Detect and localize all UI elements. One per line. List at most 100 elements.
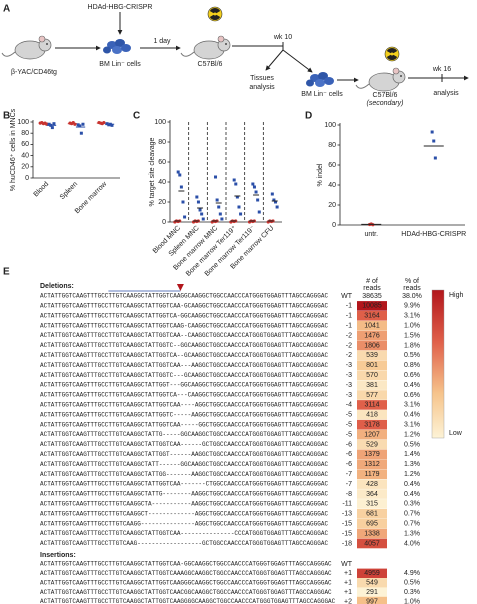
read-percent: 38.0% bbox=[402, 293, 422, 300]
sequence: ACTATTGGTCAAGTTTGCCTTGTCAAGGCTATTGGTC---… bbox=[40, 372, 328, 379]
data-point bbox=[220, 217, 224, 221]
read-count: 1312 bbox=[364, 461, 380, 468]
sequence: ACTATTGGTCAAGTTTGCCTTGTCAAGGCTATTGGTCAA-… bbox=[40, 481, 328, 488]
heat-cell bbox=[357, 469, 387, 479]
indel-label: -3 bbox=[346, 392, 352, 399]
sequence: ACTATTGGTCAAGTTTGCCTTGTCAAGG------------… bbox=[40, 520, 328, 527]
data-point bbox=[237, 205, 241, 209]
radiation-icon bbox=[384, 46, 400, 62]
read-percent: 3.1% bbox=[404, 402, 420, 409]
y-tick-label: 0 bbox=[162, 219, 166, 226]
data-point bbox=[251, 182, 255, 186]
panel-label: C bbox=[133, 111, 140, 122]
data-point bbox=[270, 192, 274, 196]
y-tick-label: 20 bbox=[328, 202, 336, 209]
sequence: ACTATTGGTCAAGTTTGCCTTGTCAAGGCTATTGGTCAA-… bbox=[40, 530, 328, 537]
heat-cell bbox=[357, 499, 387, 509]
x-tick-label: untr. bbox=[364, 231, 378, 238]
read-count: 315 bbox=[366, 501, 378, 508]
read-count: 291 bbox=[366, 589, 378, 596]
heat-cell bbox=[357, 301, 387, 311]
data-point bbox=[105, 122, 109, 126]
read-count: 3164 bbox=[364, 313, 380, 320]
sequence: ACTATTGGTCAAGTTTGCCTTGTCAAGGCTATTGG-----… bbox=[40, 471, 328, 478]
sequence: ACTATTGGTCAAGTTTGCCTTGTCAAGGCTATTGGTC---… bbox=[40, 411, 328, 418]
data-point bbox=[218, 212, 222, 216]
sequence: ACTATTGGTCAAGTTTGCCTTGTCAAGGCTATTGGTCAA-… bbox=[40, 332, 328, 339]
sequence: ACTATTGGTCAAGTTTGCCTTGTCAAGGCTATTGGT----… bbox=[40, 451, 328, 458]
indel-label: -11 bbox=[342, 501, 352, 508]
read-count: 4057 bbox=[364, 540, 380, 547]
read-percent: 0.5% bbox=[404, 352, 420, 359]
indel-label: -3 bbox=[346, 372, 352, 379]
sequence: ACTATTGGTCAAGTTTGCCTTGTCAAGGCTATTGGTCAA-… bbox=[40, 441, 328, 448]
read-count: 549 bbox=[366, 580, 378, 587]
heat-cell bbox=[357, 459, 387, 470]
y-tick-label: 40 bbox=[21, 152, 29, 159]
read-percent: 1.2% bbox=[404, 431, 420, 438]
heat-cell bbox=[357, 479, 387, 489]
section-title: Insertions: bbox=[40, 552, 76, 559]
analysis-label: analysis bbox=[433, 90, 459, 97]
read-percent: 1.3% bbox=[404, 461, 420, 468]
donor-label: β-YAC/CD46tg bbox=[11, 69, 57, 76]
data-point bbox=[181, 200, 185, 204]
data-point bbox=[52, 122, 56, 126]
x-tick-label: Blood bbox=[33, 181, 51, 199]
cells-label: BM Lin⁻ cells bbox=[301, 91, 343, 98]
panel-label: D bbox=[305, 111, 312, 122]
y-tick-label: 0 bbox=[25, 175, 29, 182]
data-point bbox=[76, 123, 80, 127]
data-point bbox=[195, 195, 199, 199]
data-point bbox=[272, 198, 276, 202]
read-count: 1207 bbox=[364, 431, 380, 438]
sequence: ACTATTGGTCAAGTTTGCCTTGTCAAGGCTA---------… bbox=[40, 500, 328, 507]
time-label: 1 day bbox=[153, 38, 171, 45]
indel-label: -6 bbox=[346, 451, 352, 458]
indel-label: -5 bbox=[346, 412, 352, 419]
sequence: ACTATTGGTCAAGTTTGCCTTGTCAAGGCTATTGGTCAA-… bbox=[40, 302, 328, 309]
read-percent: 0.4% bbox=[404, 412, 420, 419]
cells-icon bbox=[306, 72, 334, 87]
heat-cell bbox=[357, 370, 387, 380]
read-count: 4959 bbox=[364, 570, 380, 577]
indel-label: -6 bbox=[346, 461, 352, 468]
read-count: 418 bbox=[366, 412, 378, 419]
indel-label: +1 bbox=[344, 570, 352, 577]
indel-label: -4 bbox=[346, 402, 352, 409]
heat-cell bbox=[357, 429, 387, 440]
legend-high: High bbox=[449, 292, 464, 299]
heat-cell bbox=[357, 568, 387, 579]
read-percent: 0.4% bbox=[404, 382, 420, 389]
data-point bbox=[73, 122, 77, 126]
data-point bbox=[252, 185, 256, 189]
read-percent: 0.6% bbox=[404, 372, 420, 379]
indel-label: -15 bbox=[342, 521, 352, 528]
read-count: 1041 bbox=[364, 323, 380, 330]
read-percent: 4.9% bbox=[404, 570, 420, 577]
data-point bbox=[176, 170, 180, 174]
data-point bbox=[430, 130, 434, 134]
legend-low: Low bbox=[449, 430, 463, 437]
tissues-label: analysis bbox=[249, 84, 275, 91]
y-tick-label: 80 bbox=[21, 130, 29, 137]
indel-label: -7 bbox=[346, 481, 352, 488]
sequence: ACTATTGGTCAAGTTTGCCTTGTCAAGGCTATTGGTCAA-… bbox=[40, 362, 328, 369]
indel-label: -18 bbox=[342, 540, 352, 547]
panel-label: B bbox=[3, 111, 10, 122]
x-tick-label: Bone marrow bbox=[74, 180, 109, 215]
data-point bbox=[200, 212, 204, 216]
sequence: ACTATTGGTCAAGTTTGCCTTGTCAAGGCTATTGGTCAAG… bbox=[40, 322, 328, 329]
sequence: ACTATTGGTCAAGTTTGCCTTGTCAAGGCTATTGGTCAA-… bbox=[40, 561, 332, 568]
heat-cell bbox=[357, 449, 387, 460]
heat-cell bbox=[357, 439, 387, 450]
indel-label: WT bbox=[341, 561, 353, 568]
heat-cell bbox=[357, 518, 387, 529]
read-percent: 0.4% bbox=[404, 491, 420, 498]
heat-cell bbox=[357, 538, 387, 549]
read-count: 1476 bbox=[364, 332, 380, 339]
data-point bbox=[256, 198, 260, 202]
read-percent: 0.7% bbox=[404, 521, 420, 528]
